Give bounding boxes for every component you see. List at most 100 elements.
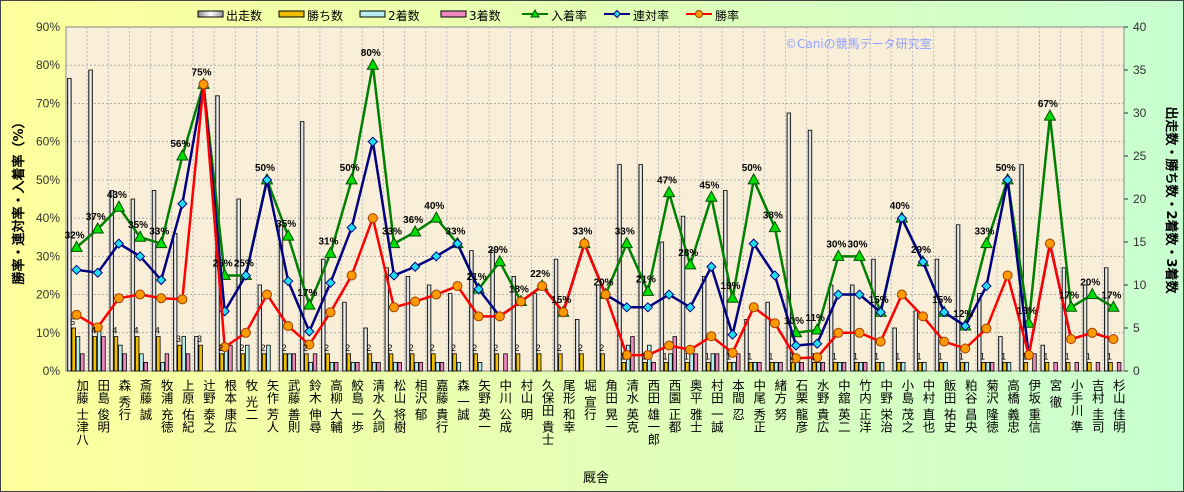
bar-wins — [346, 353, 351, 372]
quinella-rate-marker — [917, 256, 929, 268]
category-label: 上原 佑紀 — [180, 379, 195, 433]
bar-thirds — [439, 361, 445, 372]
bar-seconds — [287, 353, 292, 372]
y-tick-left: 20% — [36, 288, 60, 302]
bar-starts — [109, 189, 114, 372]
bar-seconds — [689, 353, 694, 372]
bar-thirds — [714, 353, 720, 372]
place-rate-marker — [112, 200, 126, 212]
wins-label: 2 — [303, 343, 308, 353]
win-rate-marker — [791, 353, 802, 364]
bar-wins — [473, 353, 478, 372]
quinella-rate-marker — [113, 238, 125, 249]
bar-seconds — [393, 361, 398, 372]
bar-starts — [363, 327, 368, 372]
place-rate-label: 50% — [255, 163, 275, 174]
bar-wins — [537, 353, 542, 372]
place-rate-label: 32% — [65, 230, 85, 241]
bar-wins — [219, 353, 224, 372]
bar-wins — [621, 361, 627, 372]
place-rate-marker — [1043, 109, 1057, 121]
place-rate-marker — [1064, 300, 1078, 312]
category-label: 小島 茂之 — [899, 379, 914, 433]
bar-wins — [769, 361, 775, 372]
bar-seconds — [139, 353, 144, 372]
bar-thirds — [757, 361, 762, 372]
bar-starts — [1040, 344, 1045, 372]
win-rate-marker — [325, 307, 336, 318]
place-rate-label: 15% — [551, 295, 571, 306]
category-label: 久保田 貴士 — [540, 379, 555, 445]
quinella-rate-marker — [621, 302, 632, 313]
place-rate-label: 50% — [742, 163, 762, 174]
category-label: 杉山 佳明 — [1111, 379, 1126, 433]
bar-seconds — [901, 361, 906, 372]
bar-starts — [1082, 284, 1088, 372]
place-rate-marker — [324, 246, 337, 258]
quinella-rate-marker — [960, 320, 971, 332]
place-rate-marker — [980, 236, 993, 249]
quinella-rate-marker — [409, 261, 421, 272]
wins-label: 2 — [557, 343, 562, 353]
win-rate-marker — [1087, 327, 1098, 338]
bar-thirds — [418, 361, 424, 372]
bar-starts — [596, 284, 601, 372]
place-rate-label: 50% — [996, 163, 1016, 174]
bar-starts — [448, 293, 453, 372]
place-rate-marker — [302, 298, 316, 310]
wins-label: 3 — [176, 334, 181, 344]
wins-label: 2 — [451, 343, 456, 353]
bar-starts — [1104, 267, 1109, 372]
wins-label: 1 — [684, 351, 689, 361]
place-rate-marker — [154, 236, 168, 249]
win-rate-marker — [812, 352, 823, 363]
wins-label: 1 — [1086, 351, 1091, 361]
category-label: 嘉藤 貴行 — [434, 379, 449, 433]
place-rate-label: 33% — [615, 227, 635, 238]
y-tick-left: 50% — [36, 173, 60, 187]
bar-wins — [642, 361, 648, 372]
bar-starts — [553, 258, 559, 372]
bar-starts — [786, 112, 792, 372]
quinella-rate-marker — [938, 306, 950, 318]
bar-starts — [194, 336, 199, 372]
category-label: 尾形 和幸 — [561, 379, 576, 433]
bar-thirds — [841, 361, 847, 372]
bar-starts — [913, 310, 918, 372]
win-rate-marker — [515, 296, 526, 307]
legend-swatch — [197, 10, 224, 18]
bar-seconds — [985, 361, 991, 372]
legend: 出走数 勝ち数 2着数 3着数 入着率 連対率 勝率 — [197, 8, 739, 23]
bar-starts — [67, 78, 72, 372]
bar-starts — [701, 275, 707, 372]
wins-label: 3 — [197, 334, 202, 344]
bar-thirds — [376, 361, 381, 372]
quinella-rate-marker — [896, 212, 908, 224]
place-rate-label: 35% — [276, 219, 296, 230]
category-label: 斎藤 誠 — [138, 378, 153, 421]
bar-thirds — [1095, 361, 1101, 372]
bar-wins — [452, 353, 457, 372]
win-rate-line — [75, 84, 1114, 360]
quinella-rate-marker — [71, 264, 82, 276]
win-rate-marker — [642, 350, 653, 361]
quinella-rate-marker — [388, 270, 400, 281]
bar-wins — [283, 353, 288, 372]
y-tick-right: 5 — [1133, 321, 1140, 335]
bar-starts — [130, 198, 136, 372]
bar-seconds — [731, 361, 737, 372]
legend-label: 2着数 — [388, 8, 420, 23]
place-rate-marker — [133, 230, 147, 242]
bar-thirds — [122, 353, 127, 372]
bar-wins — [325, 353, 330, 372]
legend-label: 3着数 — [469, 8, 501, 23]
place-rate-marker — [91, 221, 105, 234]
place-rate-label: 25% — [213, 258, 233, 269]
wins-label: 2 — [409, 343, 414, 353]
win-rate-marker — [748, 302, 759, 313]
bar-thirds — [312, 353, 318, 372]
bar-thirds — [736, 353, 741, 372]
place-rate-marker — [810, 323, 824, 335]
win-rate-marker — [769, 318, 780, 329]
bar-starts — [575, 318, 580, 372]
